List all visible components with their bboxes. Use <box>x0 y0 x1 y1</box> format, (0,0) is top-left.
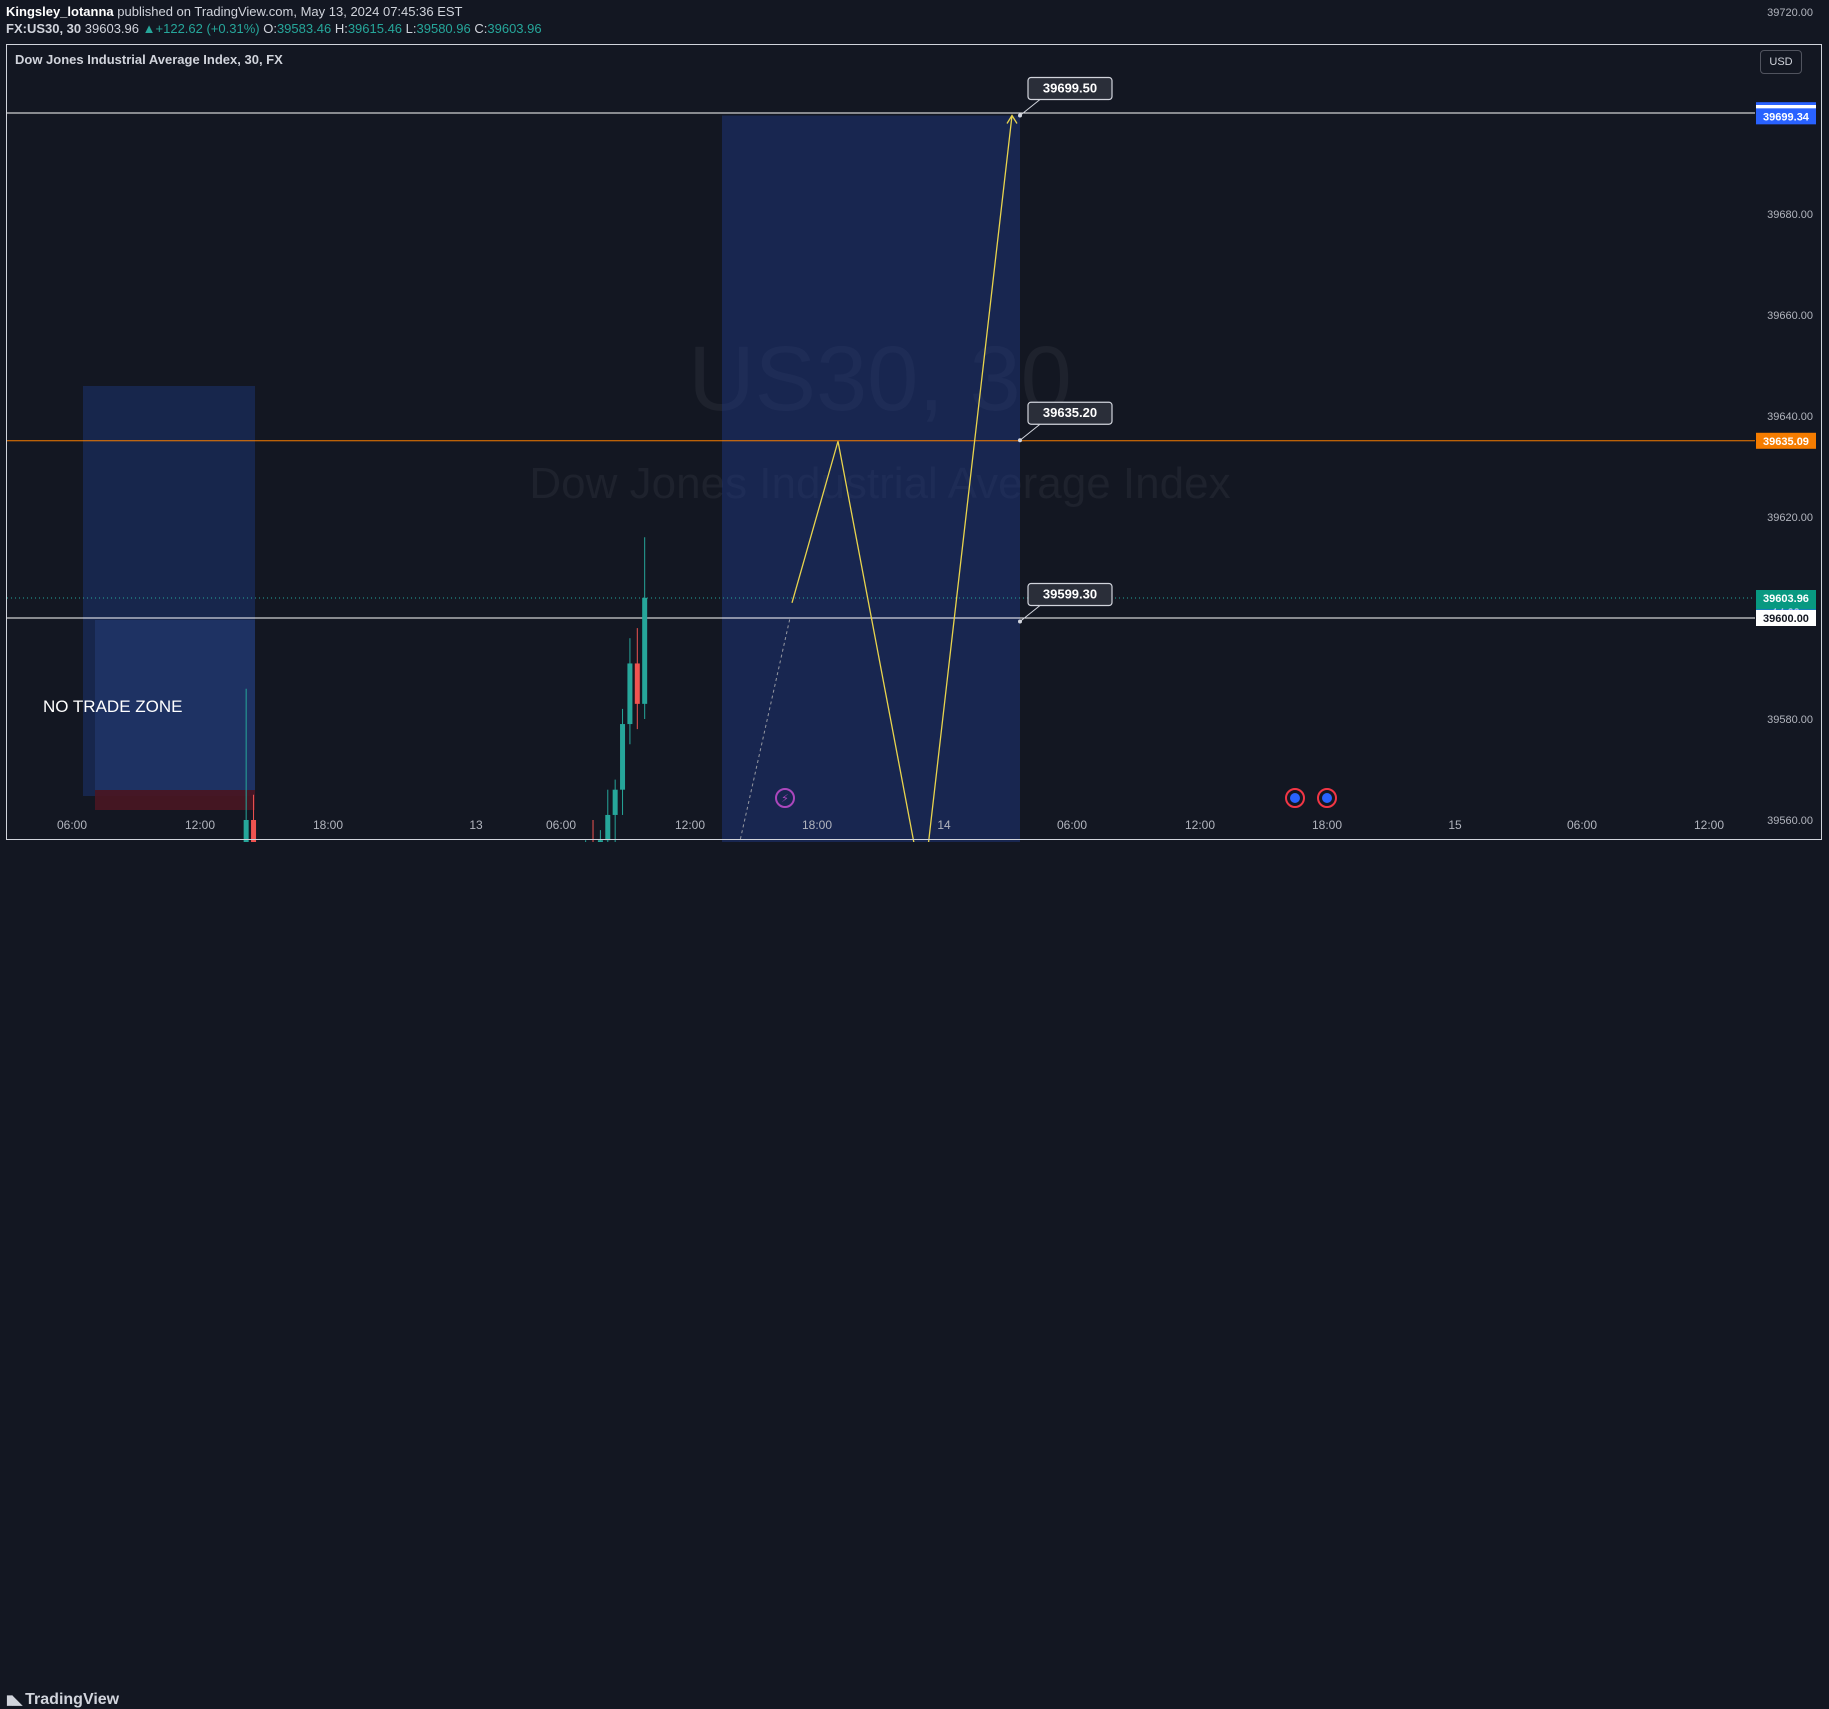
symbol-label: FX:US30, 30 <box>6 21 82 36</box>
watermark-name: Dow Jones Industrial Average Index <box>529 459 1230 508</box>
x-tick-label: 06:00 <box>1057 818 1087 832</box>
y-tick-label: 39640.00 <box>1767 411 1813 423</box>
logo-text: TradingView <box>25 1691 120 1708</box>
price-tag-label: 39699.34 <box>1763 111 1810 123</box>
ohlc-line: FX:US30, 30 39603.96 ▲+122.62 (+0.31%) O… <box>6 21 542 36</box>
callout-pointer <box>1019 423 1041 441</box>
no-trade-zone-label: NO TRADE ZONE <box>43 697 182 716</box>
x-tick-label: 12:00 <box>1694 818 1724 832</box>
earnings-event-icon <box>775 788 795 808</box>
y-tick-label: 39560.00 <box>1767 815 1813 827</box>
history-entry-zone <box>95 620 255 790</box>
y-tick-label: 39620.00 <box>1767 512 1813 524</box>
price-change: +122.62 (+0.31%) <box>155 21 260 36</box>
published-text: published on TradingView.com, May 13, 20… <box>117 4 463 19</box>
x-tick-label: 18:00 <box>1312 818 1342 832</box>
y-tick-label: 39580.00 <box>1767 714 1813 726</box>
last-price: 39603.96 <box>84 21 140 36</box>
callout-pointer <box>1019 99 1041 116</box>
low-label: L: <box>405 21 417 36</box>
candle-body <box>605 814 611 841</box>
high-value: 39615.46 <box>347 21 403 36</box>
callout-anchor <box>1018 113 1022 118</box>
lightning-icon: ⚡ <box>781 792 789 805</box>
high-label: H: <box>334 21 348 36</box>
flag-fill-icon <box>1322 793 1332 803</box>
callout-label: 39635.20 <box>1043 405 1097 420</box>
history-stop-zone <box>95 790 255 810</box>
callout-anchor <box>1018 619 1022 624</box>
callout-label: 39699.50 <box>1043 81 1097 96</box>
callout-box <box>1027 76 1113 101</box>
publish-header: Kingsley_lotanna published on TradingVie… <box>0 0 1829 42</box>
callout-label: 39599.30 <box>1043 587 1097 602</box>
watermark-symbol: US30, 30 <box>688 328 1072 430</box>
candle-body <box>620 724 626 790</box>
change-arrow-icon: ▲ <box>142 21 156 36</box>
candle-body <box>627 663 633 725</box>
x-tick-label: 18:00 <box>802 818 832 832</box>
x-tick-label: 12:00 <box>185 818 215 832</box>
callout-box <box>1027 582 1113 607</box>
x-tick-label: 18:00 <box>313 818 343 832</box>
projected-path-arrow <box>1006 114 1018 124</box>
y-tick-label: 39660.00 <box>1767 310 1813 322</box>
tradingview-logo[interactable]: ▮◣ TradingView <box>6 1691 119 1709</box>
x-tick-label: 12:00 <box>1185 818 1215 832</box>
low-value: 39580.96 <box>416 21 471 36</box>
candle-body <box>634 663 640 704</box>
open-label: O: <box>263 21 277 36</box>
price-tag-label: 39600.00 <box>1763 613 1809 625</box>
price-tag-label: 39603.96 <box>1763 593 1809 605</box>
callout-box <box>1027 401 1113 425</box>
price-tag <box>1756 610 1816 626</box>
callout-pointer <box>1019 605 1041 622</box>
currency-button[interactable]: USD <box>1760 50 1802 74</box>
current-trend-line <box>731 617 791 876</box>
x-tick-label: 13 <box>469 818 483 832</box>
target-zone <box>722 115 1020 876</box>
close-label: C: <box>474 21 488 36</box>
price-tag <box>1756 432 1816 449</box>
candle-body <box>642 597 648 704</box>
price-tag <box>1756 108 1816 125</box>
flag-fill-icon <box>1290 793 1300 803</box>
us-flag-icon <box>1285 788 1305 808</box>
x-tick-label: 14 <box>937 818 951 832</box>
open-value: 39583.46 <box>276 21 332 36</box>
x-tick-label: 06:00 <box>546 818 576 832</box>
projected-path <box>791 115 1013 876</box>
x-tick-label: 06:00 <box>57 818 87 832</box>
publisher-name[interactable]: Kingsley_lotanna <box>6 4 114 19</box>
chart-title: Dow Jones Industrial Average Index, 30, … <box>15 52 283 67</box>
chart-frame <box>6 44 1822 840</box>
y-tick-label: 39680.00 <box>1767 209 1813 221</box>
publisher-line: Kingsley_lotanna published on TradingVie… <box>6 4 462 19</box>
callout-anchor <box>1018 438 1022 443</box>
x-tick-label: 15 <box>1448 818 1462 832</box>
y-tick-label: 39720.00 <box>1767 7 1813 19</box>
price-chart[interactable]: US30, 30 Dow Jones Industrial Average Ind… <box>0 0 1829 876</box>
candle-body <box>612 789 618 815</box>
x-tick-label: 12:00 <box>675 818 705 832</box>
us-flag-icon <box>1317 788 1337 808</box>
x-tick-label: 06:00 <box>1567 818 1597 832</box>
footer: ▮◣ TradingView <box>0 842 1829 1708</box>
close-value: 39603.96 <box>487 21 542 36</box>
price-tag-label: 39635.09 <box>1763 436 1809 448</box>
tradingview-logo-icon: ▮◣ <box>6 1692 22 1707</box>
